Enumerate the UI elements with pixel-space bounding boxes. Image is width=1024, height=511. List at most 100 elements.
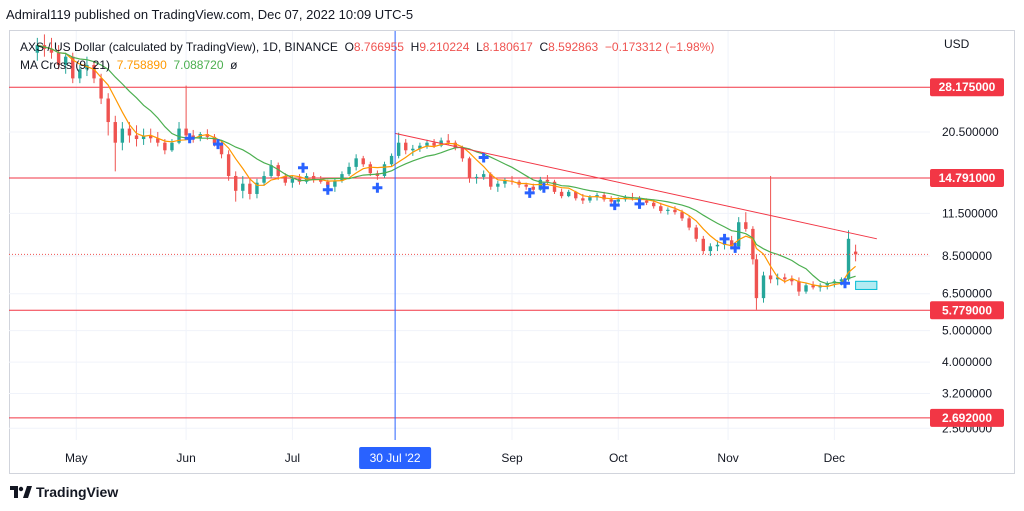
level-price-badge [930,168,1004,187]
close-value: 8.592863 [548,40,599,54]
candle-body [775,277,780,280]
level-price-label: 14.791000 [939,171,996,185]
candle-body [453,142,458,148]
candle-body [503,180,507,184]
candle [602,191,606,202]
candle-body [113,122,117,143]
candle-body [694,227,698,239]
candle-body [326,181,330,187]
open-label: O [344,40,354,54]
candle [276,162,280,180]
cross-signal-marker [719,233,730,244]
candle-body [340,174,344,181]
candles [35,34,858,310]
candle-body [333,180,337,187]
price-tick-label: 11.500000 [942,206,998,220]
ma-slow-value: 7.088720 [173,58,224,72]
candle [361,155,365,167]
candle [106,93,110,136]
candle [687,215,691,231]
cross-signal-marker [322,184,333,195]
candle [418,142,422,152]
time-tick-label: Sep [501,451,523,465]
candle-body [347,166,351,175]
candle-body [283,175,287,183]
demand-zone [855,280,878,290]
candle-body [262,175,266,183]
cross-signal-marker [372,182,383,193]
high-label: H [410,40,420,54]
candle-body [489,174,493,187]
candle-body [205,134,210,137]
candle-body [559,191,564,197]
price-tick-label: 3.200000 [942,387,992,401]
candle-body [853,251,858,255]
cross-signal-marker [609,200,620,211]
candle-body [56,52,61,65]
candle [347,162,351,176]
candle-body [290,178,295,183]
candle-body [602,195,606,200]
candle [552,179,557,194]
candle [234,171,238,202]
candle-body [616,199,620,202]
ma-slow-line [37,44,856,285]
time-tick-label: May [65,451,88,465]
candle [333,177,337,192]
time-axis: AprMayJunJulSepOctNovDec30 Jul '22 [65,447,845,469]
candle-body [134,135,139,140]
time-tick-label: Jun [176,451,195,465]
footer-brand[interactable]: TradingView [10,484,118,500]
candle-body [148,135,153,139]
candle-body [481,174,486,177]
candle-body [666,209,670,211]
low-value: 8.180617 [482,40,533,54]
candle [775,273,780,286]
grid [9,31,930,440]
candle-body [446,140,450,143]
candle [56,45,61,70]
cross-signal-marker [634,198,645,209]
candle-body [839,279,844,282]
candle [92,60,96,84]
candle [35,37,40,61]
candle-body [545,179,550,182]
footer-brand-label: TradingView [36,484,119,500]
candle [425,139,429,149]
candle-body [368,164,373,174]
legend-ohlc: AXS / US Dollar (calculated by TradingVi… [20,40,714,54]
candle [226,150,231,181]
chart-frame [9,30,1015,474]
overlay [9,31,930,440]
candle-body [156,138,160,143]
level-price-label: 2.692000 [942,411,992,425]
candle-body [467,158,472,178]
price-tick-label: 8.500000 [942,249,992,263]
time-tick-label: Oct [609,451,628,465]
candle-body [120,128,125,143]
candle-body [804,285,808,292]
candle [545,175,550,185]
cross-signal-marker [298,162,309,173]
cross-signal-marker [524,187,535,198]
candle [790,275,794,286]
candle [241,175,245,199]
candle-body [389,155,394,165]
candle [474,174,479,184]
candle [248,177,252,200]
candle-body [432,142,436,146]
cross-signal-marker [839,278,850,289]
candle-body [425,142,429,146]
price-tick-label: 20.500000 [942,125,999,139]
candle [761,271,766,303]
candle-body [99,78,103,99]
candle [754,254,759,310]
price-tick-label: 4.000000 [942,355,992,369]
candle [262,171,266,186]
candle [134,125,139,147]
low-label: L [476,40,483,54]
candle [566,189,571,198]
price-tick-label: 5.000000 [942,324,992,338]
candle-body [184,128,188,136]
